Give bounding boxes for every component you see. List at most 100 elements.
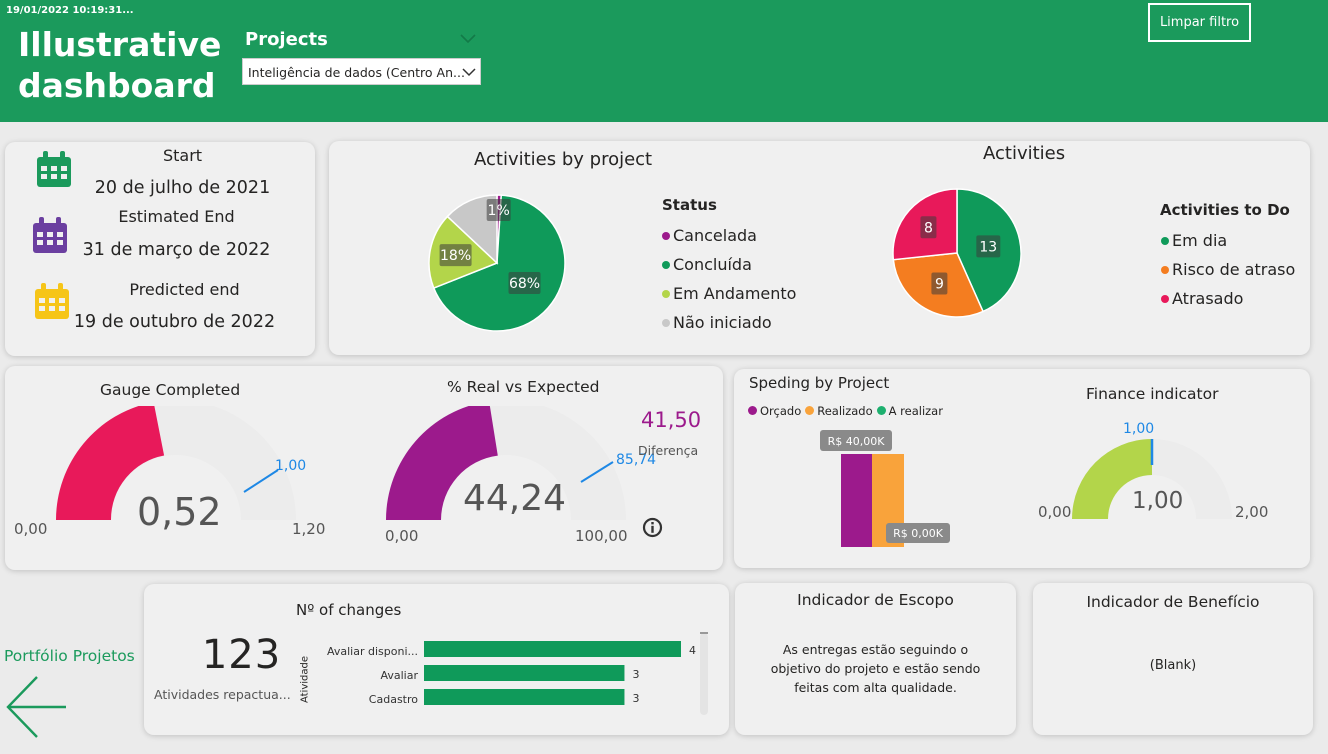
- legend-label: Orçado: [760, 404, 802, 418]
- legend-marker: [1161, 294, 1169, 303]
- activities-legend: Em dia Risco de atraso Atrasado: [1161, 226, 1295, 313]
- info-icon[interactable]: [642, 517, 663, 538]
- pie-data-label: 68%: [509, 276, 540, 292]
- benefit-card: Indicador de Benefício (Blank): [1033, 583, 1313, 735]
- legend-marker: [1161, 265, 1169, 274]
- legend-label: Concluída: [673, 255, 752, 274]
- finance-value: 1,00: [1132, 488, 1184, 514]
- legend-item[interactable]: A realizar: [876, 404, 943, 418]
- pie-label-bg: [920, 216, 937, 239]
- activities-by-project-title: Activities by project: [474, 149, 653, 170]
- legend-item[interactable]: Não iniciado: [662, 308, 796, 337]
- page-title: Illustrative dashboard: [18, 24, 221, 106]
- legend-marker: [662, 318, 670, 327]
- spending-label-top: R$ 40,00K: [828, 435, 886, 448]
- start-label: Start: [162, 146, 203, 165]
- legend-item[interactable]: Cancelada: [662, 221, 796, 250]
- legend-item[interactable]: Em dia: [1161, 226, 1295, 255]
- real-vs-expected-min: 0,00: [385, 527, 419, 545]
- legend-item[interactable]: Concluída: [662, 250, 796, 279]
- status-pie-chart[interactable]: 1% 68% 18%: [427, 193, 567, 333]
- real-vs-expected-value: 44,24: [463, 478, 567, 519]
- finance-title: Finance indicator: [1086, 385, 1219, 403]
- estimated-end-label: Estimated End: [118, 207, 235, 226]
- scope-text-line3: feitas com alta qualidade.: [794, 680, 957, 695]
- legend-label: Risco de atraso: [1172, 260, 1296, 279]
- pie-data-label: 9: [935, 276, 944, 292]
- pie-label-bg: [439, 244, 472, 267]
- gauge-completed-title: Gauge Completed: [100, 381, 241, 399]
- finance-max: 2,00: [1235, 503, 1269, 521]
- finance-min: 0,00: [1038, 503, 1072, 521]
- difference-label: Diferença: [638, 443, 699, 458]
- gauge-completed-value: 0,52: [137, 490, 222, 534]
- finance-target: 1,00: [1123, 421, 1155, 437]
- projects-filter-label: Projects: [245, 29, 328, 50]
- legend-item[interactable]: Em Andamento: [662, 279, 796, 308]
- bar-category-label: Avaliar disponi...: [327, 645, 418, 658]
- legend-marker: [662, 231, 670, 240]
- legend-label: Cancelada: [673, 226, 757, 245]
- gauge-completed-min: 0,00: [14, 520, 48, 538]
- real-vs-expected-gauge[interactable]: [350, 406, 670, 556]
- legend-item[interactable]: Risco de atraso: [1161, 255, 1295, 284]
- filter-collapse-chevron-icon[interactable]: [459, 30, 477, 49]
- scope-text: As entregas estão seguindo o objetivo do…: [735, 640, 1016, 697]
- activities-card: Activities by project 1% 68% 18% Status Ca…: [329, 141, 1310, 355]
- changes-card: 123 Atividades repactua... Nº of changes…: [144, 584, 729, 735]
- pie-data-label: 8: [924, 220, 933, 236]
- legend-item[interactable]: Atrasado: [1161, 284, 1295, 313]
- start-date: 20 de julho de 2021: [94, 178, 271, 198]
- bar-value-label: 4: [689, 644, 696, 657]
- timestamp: 19/01/2022 10:19:31...: [6, 5, 134, 16]
- spending-legend: Orçado Realizado A realizar: [748, 404, 947, 418]
- legend-label: Em Andamento: [673, 284, 797, 303]
- legend-label: Atrasado: [1172, 289, 1244, 308]
- finance-gauge[interactable]: [1052, 439, 1252, 529]
- changes-scrollbar[interactable]: [700, 633, 708, 715]
- legend-item[interactable]: Realizado: [805, 404, 873, 418]
- bar-category-label: Avaliar: [380, 669, 418, 682]
- calendar-icon-estimated: [33, 217, 67, 253]
- bar-0[interactable]: [424, 641, 681, 657]
- activities-title: Activities: [983, 143, 1066, 164]
- changes-axis-label: Atividade: [299, 655, 311, 704]
- pie-slice-concluida[interactable]: [432, 194, 566, 332]
- activities-pie-chart[interactable]: 13 9 8: [891, 187, 1023, 319]
- legend-label: Realizado: [817, 404, 873, 418]
- pie-label-bg: [976, 235, 1001, 258]
- spending-bar-chart[interactable]: R$ 40,00K R$ 0,00K: [814, 429, 964, 554]
- legend-item[interactable]: Orçado: [748, 404, 801, 418]
- calendar-icon-predicted: [35, 283, 69, 319]
- bar-1[interactable]: [424, 665, 625, 681]
- pie-label-bg: [508, 271, 541, 294]
- kpi-label: Atividades repactua...: [154, 687, 291, 702]
- gauge-completed-target: 1,00: [275, 458, 307, 474]
- bar-orcado: [841, 454, 872, 547]
- gauge-completed[interactable]: [10, 406, 350, 556]
- bar-2[interactable]: [424, 689, 625, 705]
- kpi-value: 123: [201, 632, 282, 678]
- legend-label: A realizar: [888, 404, 943, 418]
- changes-bar-chart[interactable]: Avaliar disponi... 4 Avaliar 3 Cadastro 3: [314, 626, 724, 716]
- scope-text-line2: objetivo do projeto e estão sendo: [770, 661, 981, 676]
- changes-scroll-thumb[interactable]: [700, 632, 708, 634]
- projects-dropdown[interactable]: Inteligência de dados (Centro An...: [242, 58, 481, 85]
- real-vs-expected-max: 100,00: [575, 527, 628, 545]
- pie-slice-nao-iniciado[interactable]: [446, 194, 498, 265]
- scope-text-line1: As entregas estão seguindo o: [782, 642, 969, 657]
- spending-title: Speding by Project: [749, 374, 890, 392]
- pie-data-label: 18%: [440, 248, 471, 264]
- page-title-line2: dashboard: [18, 66, 216, 105]
- legend-marker: [805, 406, 815, 415]
- pie-label-bg: [486, 198, 511, 221]
- portfolio-link[interactable]: Portfólio Projetos: [4, 647, 135, 665]
- legend-marker: [662, 260, 670, 269]
- chevron-down-icon: [462, 68, 476, 77]
- changes-title: Nº of changes: [296, 601, 402, 619]
- back-arrow-icon[interactable]: [4, 674, 68, 742]
- clear-filter-button[interactable]: Limpar filtro: [1148, 3, 1251, 42]
- bar-category-label: Cadastro: [369, 693, 418, 706]
- pie-data-label: 1%: [488, 203, 510, 219]
- benefit-title: Indicador de Benefício: [1086, 593, 1260, 611]
